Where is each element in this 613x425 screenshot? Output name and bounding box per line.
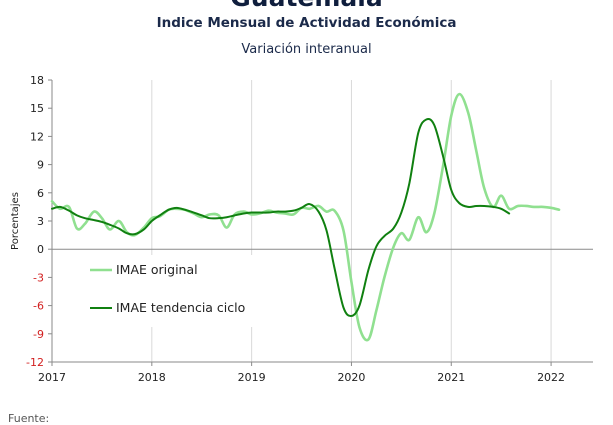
x-tick-label: 2021 xyxy=(437,371,465,384)
y-tick-label: 0 xyxy=(37,243,44,256)
chart-subtitle: Indice Mensual de Actividad Económica xyxy=(156,15,457,31)
y-tick-label: -9 xyxy=(33,328,44,341)
y-tick-label: 18 xyxy=(30,74,44,87)
y-tick-label: 15 xyxy=(30,102,44,115)
y-axis-label: Porcentajes xyxy=(10,192,21,250)
x-tick-label: 2017 xyxy=(38,371,66,384)
x-tick-label: 2022 xyxy=(537,371,565,384)
chart-main-title: Guatemala xyxy=(0,0,613,12)
y-tick-label: -3 xyxy=(33,271,44,284)
y-tick-label: 12 xyxy=(30,130,44,143)
y-tick-label: 3 xyxy=(37,215,44,228)
legend-box xyxy=(76,255,256,327)
x-tick-label: 2018 xyxy=(138,371,166,384)
legend-label: IMAE tendencia ciclo xyxy=(116,300,245,315)
source-note: Fuente: xyxy=(8,412,50,425)
x-tick-label: 2019 xyxy=(238,371,266,384)
x-tick-label: 2020 xyxy=(337,371,365,384)
y-tick-label: 6 xyxy=(37,187,44,200)
chart-subtitle-secondary: Variación interanual xyxy=(241,42,372,57)
y-tick-label: 9 xyxy=(37,159,44,172)
legend-label: IMAE original xyxy=(116,262,198,277)
y-tick-label: -12 xyxy=(26,356,44,369)
series-line-imae-tendencia-ciclo xyxy=(51,117,511,317)
y-tick-label: -6 xyxy=(33,300,44,313)
